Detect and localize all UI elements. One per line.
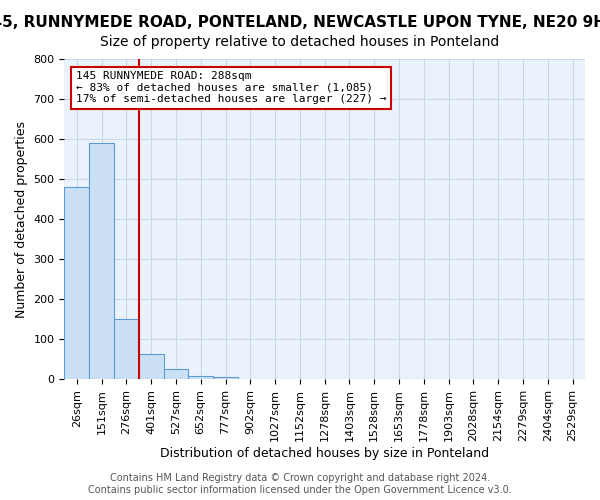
Bar [164,368,188,380]
Bar [64,187,89,380]
Bar [89,143,114,380]
Text: 145 RUNNYMEDE ROAD: 288sqm
← 83% of detached houses are smaller (1,085)
17% of s: 145 RUNNYMEDE ROAD: 288sqm ← 83% of deta… [76,71,386,104]
Bar [213,378,238,380]
X-axis label: Distribution of detached houses by size in Ponteland: Distribution of detached houses by size … [160,447,489,460]
Text: Size of property relative to detached houses in Ponteland: Size of property relative to detached ho… [100,35,500,49]
Bar [139,354,164,380]
Bar [114,320,139,380]
Bar [188,376,213,380]
Text: Contains HM Land Registry data © Crown copyright and database right 2024.
Contai: Contains HM Land Registry data © Crown c… [88,474,512,495]
Text: 145, RUNNYMEDE ROAD, PONTELAND, NEWCASTLE UPON TYNE, NE20 9HN: 145, RUNNYMEDE ROAD, PONTELAND, NEWCASTL… [0,15,600,30]
Y-axis label: Number of detached properties: Number of detached properties [15,120,28,318]
